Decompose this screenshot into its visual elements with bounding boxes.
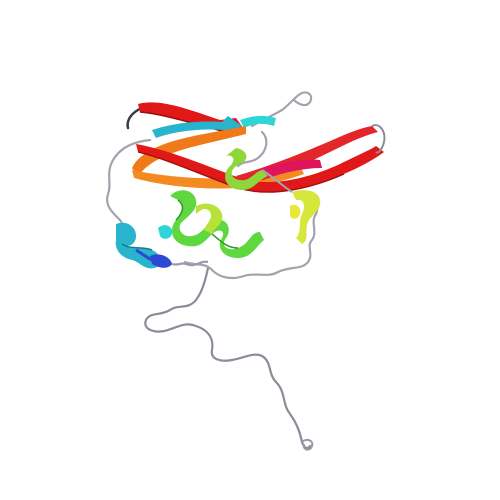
beta-strand-teal: [152, 116, 242, 138]
alpha-helix-lime: [196, 203, 223, 234]
beta-strand-magenta: [262, 159, 322, 178]
beta-strand-cyan-short: [240, 115, 276, 128]
beta-strand-red-long: [136, 144, 384, 193]
alpha-helix-green-shade: [175, 199, 239, 249]
helix-blue-segment: [150, 254, 172, 268]
alpha-helix-green-upper: [225, 148, 268, 190]
alpha-helix-yellow-small: [290, 204, 301, 219]
disordered-tail-coil: [144, 266, 312, 450]
beta-strand-orange: [132, 126, 246, 176]
top-loop-coil: [250, 91, 313, 128]
inner-loop-coil: [236, 130, 268, 168]
beta-turn-coil-right: [371, 124, 386, 154]
alpha-helix-yellow: [292, 190, 321, 244]
connector-coil: [171, 260, 209, 267]
tail-end-loop: [301, 438, 314, 451]
connector-coil-upper: [261, 169, 293, 193]
helix-cyan-segment: [158, 225, 173, 239]
alpha-helix-teal-shade: [121, 243, 153, 251]
lower-loop-coil: [183, 190, 319, 280]
